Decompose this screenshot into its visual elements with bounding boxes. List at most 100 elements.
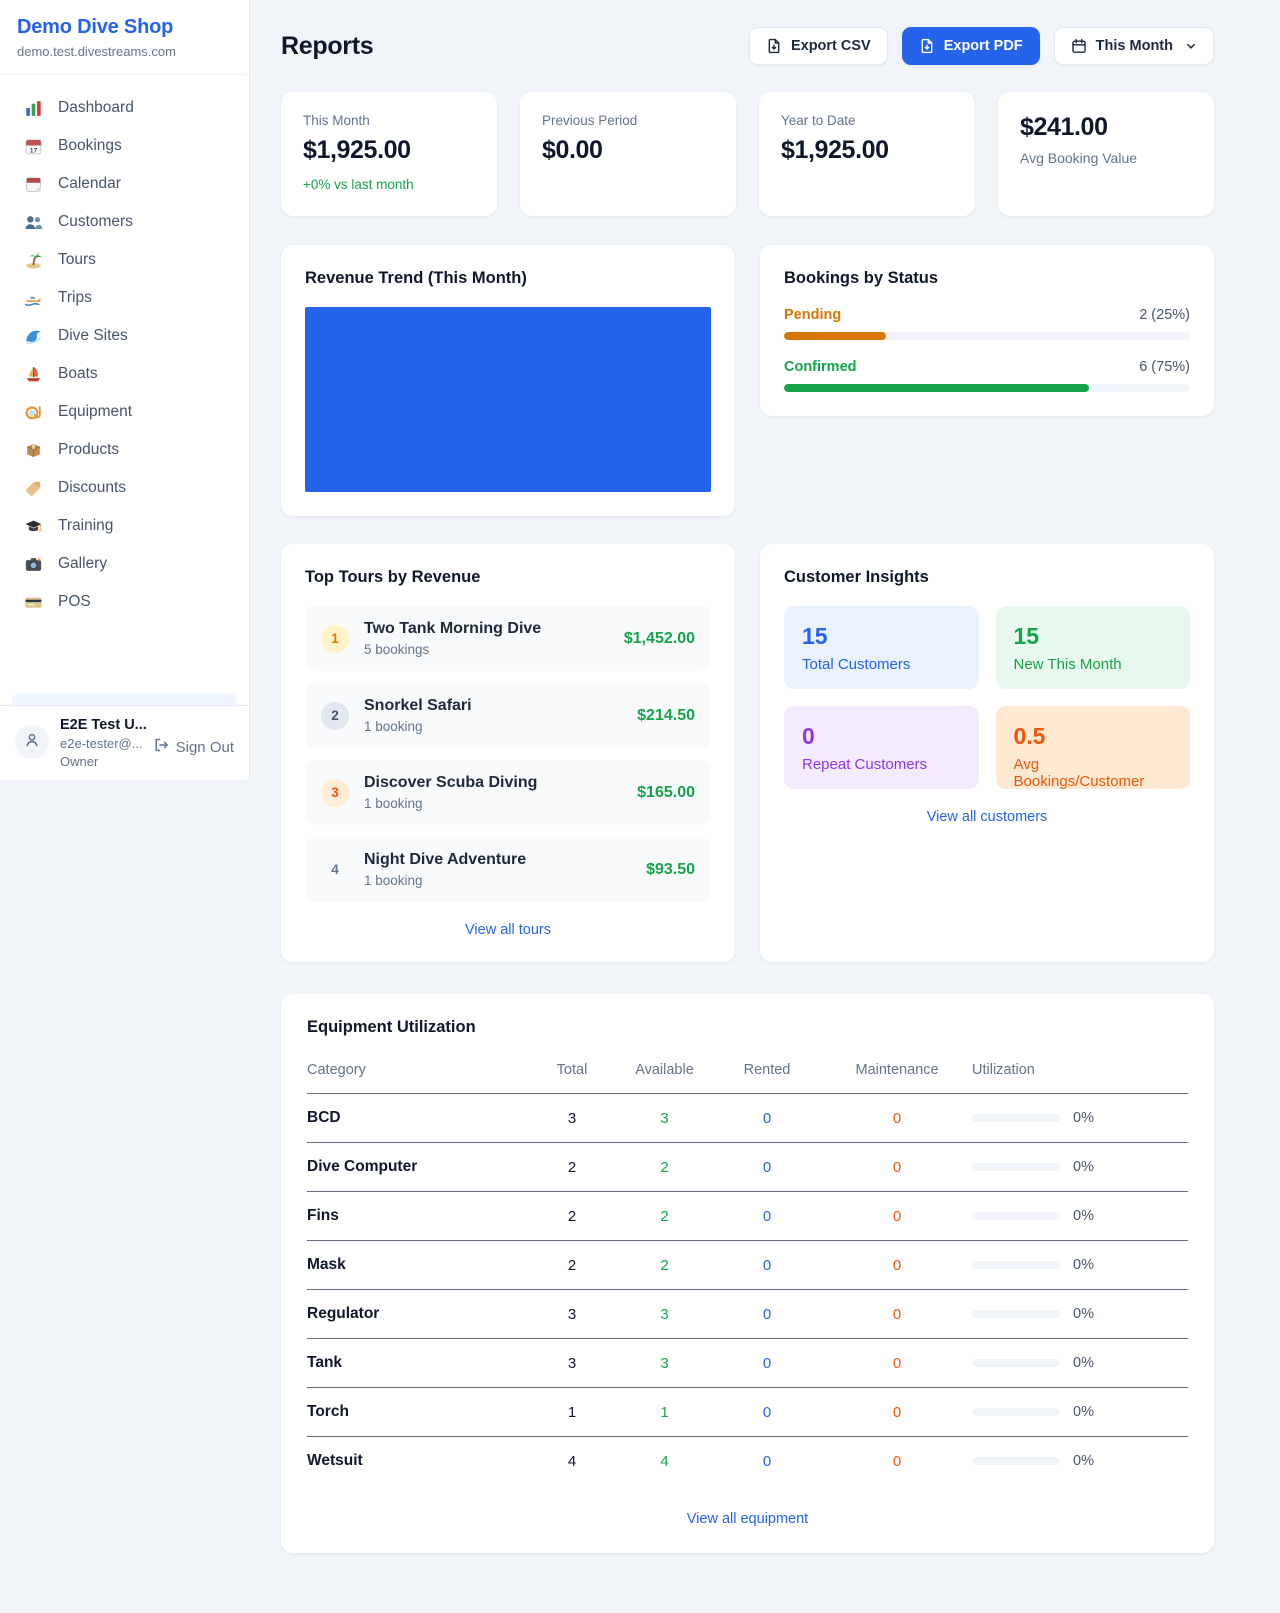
- total-cell: 3: [527, 1289, 617, 1339]
- utilization-cell: 0%: [972, 1142, 1188, 1192]
- tour-name: Night Dive Adventure: [364, 851, 527, 868]
- sidebar-item-active-partial[interactable]: [12, 693, 237, 705]
- period-label: This Month: [1095, 38, 1173, 54]
- revenue-trend-title: Revenue Trend (This Month): [305, 269, 527, 287]
- tour-name: Discover Scuba Diving: [364, 774, 538, 791]
- tour-bookings: 1 booking: [364, 796, 423, 811]
- bookings-calendar-icon: 17: [22, 136, 44, 156]
- total-cell: 4: [567, 1452, 577, 1470]
- utilization-cell: 0%: [972, 1240, 1188, 1290]
- sidebar-item-label: Gallery: [58, 555, 108, 572]
- insight-tiles: 15 Total Customers 15 New This Month 0 Repeat…: [784, 606, 1190, 790]
- rented-cell: 0: [712, 1387, 822, 1437]
- category-cell: Wetsuit: [307, 1452, 363, 1469]
- utilization-bar: [972, 1408, 1060, 1416]
- available-cell: 2: [617, 1240, 712, 1290]
- tile-label: New This Month: [1013, 656, 1122, 673]
- rented-cell: 0: [712, 1142, 822, 1192]
- tour-rank-badge: 3: [321, 778, 349, 807]
- utilization-cell: 0%: [972, 1437, 1188, 1486]
- sidebar-item-label: Trips: [58, 289, 92, 306]
- sidebar-item-products[interactable]: Products: [12, 431, 237, 469]
- total-cell: 2: [527, 1142, 617, 1192]
- tour-revenue: $165.00: [637, 783, 695, 801]
- column-header-utilization: Utilization: [972, 1052, 1188, 1094]
- total-cell: 2: [527, 1191, 617, 1241]
- tile-value: 0: [802, 723, 815, 749]
- insight-tile-avg-bookings-customer: 0.5 Avg Bookings/Customer: [995, 706, 1190, 790]
- utilization-percent: 0%: [1073, 1208, 1094, 1224]
- sidebar-item-equipment[interactable]: Equipment: [12, 393, 237, 431]
- sidebar-item-tours[interactable]: Tours: [12, 241, 237, 279]
- export-pdf-button[interactable]: Export PDF: [901, 27, 1040, 65]
- page-title: Reports: [281, 31, 374, 60]
- sidebar-item-dive-sites[interactable]: Dive Sites: [12, 317, 237, 355]
- column-header-maintenance: Maintenance: [822, 1052, 972, 1094]
- sidebar-item-dashboard[interactable]: Dashboard: [12, 89, 237, 127]
- sidebar-item-label: Training: [58, 517, 114, 534]
- sailboat-icon: [22, 364, 44, 384]
- equipment-utilization-panel: Equipment Utilization Category Total Avail…: [281, 994, 1214, 1553]
- sidebar-item-discounts[interactable]: Discounts: [12, 469, 237, 507]
- tour-revenue: $1,452.00: [623, 629, 695, 647]
- sidebar-item-trips[interactable]: Trips: [12, 279, 237, 317]
- view-all-equipment-link[interactable]: View all equipment: [686, 1511, 809, 1527]
- header-actions: Export CSV Export PDF This Month: [748, 27, 1214, 65]
- status-rows: Pending 2 (25%) Confirmed 6 (75%): [784, 307, 1190, 392]
- sidebar-item-label: Tours: [58, 251, 96, 268]
- period-selector[interactable]: This Month: [1053, 27, 1214, 65]
- credit-card-icon: [22, 592, 44, 612]
- sidebar-item-label: Boats: [58, 365, 98, 382]
- equipment-row: Fins 2 2 0 0 0%: [307, 1191, 1188, 1241]
- person-icon: [23, 731, 41, 754]
- view-all-tours-link[interactable]: View all tours: [465, 922, 551, 938]
- tour-rank-badge: 4: [331, 862, 339, 877]
- rented-cell: 0: [712, 1338, 822, 1388]
- available-cell: 1: [617, 1387, 712, 1437]
- status-bar-track: [784, 332, 1190, 340]
- tile-value: 15: [802, 623, 828, 649]
- rented-cell: 0: [712, 1093, 822, 1143]
- calendar-icon: [1071, 38, 1087, 54]
- sidebar-item-boats[interactable]: Boats: [12, 355, 237, 393]
- sidebar-item-bookings[interactable]: 17 Bookings: [12, 127, 237, 165]
- tile-value: 15: [1013, 623, 1040, 649]
- logout-icon: [153, 737, 169, 757]
- export-csv-button[interactable]: Export CSV: [748, 27, 888, 65]
- maintenance-cell: 0: [822, 1338, 972, 1388]
- bar-chart-icon: [22, 98, 44, 118]
- available-cell: 3: [617, 1338, 712, 1388]
- available-cell: 4: [660, 1452, 669, 1470]
- sign-out-button[interactable]: Sign Out: [153, 737, 234, 757]
- status-count: 6 (75%): [1139, 359, 1190, 375]
- sidebar-item-calendar[interactable]: Calendar: [12, 165, 237, 203]
- equipment-row: Regulator 3 3 0 0 0%: [307, 1289, 1188, 1339]
- top-tours-title: Top Tours by Revenue: [305, 568, 481, 586]
- category-cell: Regulator: [307, 1289, 527, 1339]
- tile-label: Total Customers: [802, 656, 911, 673]
- tear-off-calendar-icon: [22, 174, 44, 194]
- sidebar-item-gallery[interactable]: Gallery: [12, 545, 237, 583]
- sidebar-item-pos[interactable]: POS: [12, 583, 237, 621]
- camera-icon: [22, 554, 44, 574]
- sidebar-item-training[interactable]: Training: [12, 507, 237, 545]
- diving-mask-icon: [22, 402, 44, 422]
- stat-card-this-month: This Month $1,925.00 +0% vs last month: [281, 92, 497, 216]
- status-bar-fill: [784, 332, 886, 340]
- package-icon: [22, 440, 44, 460]
- sidebar-item-customers[interactable]: Customers: [12, 203, 237, 241]
- tour-name: Two Tank Morning Dive: [364, 620, 542, 637]
- tile-label: Repeat Customers: [802, 756, 928, 773]
- stat-label: Year to Date: [781, 113, 856, 128]
- sidebar-item-label: Dashboard: [58, 99, 134, 116]
- stats-row: This Month $1,925.00 +0% vs last month Prev…: [281, 92, 1214, 216]
- user-name: E2E Test U...: [60, 717, 147, 733]
- insight-tile-repeat-customers: 0 Repeat Customers: [784, 706, 979, 789]
- stat-label: Previous Period: [542, 113, 638, 128]
- rented-cell: 0: [712, 1240, 822, 1290]
- utilization-cell: 0%: [972, 1191, 1188, 1241]
- view-all-customers-link[interactable]: View all customers: [926, 809, 1048, 825]
- sidebar-item-label: Dive Sites: [58, 327, 128, 344]
- category-cell: BCD: [307, 1093, 527, 1143]
- maintenance-cell: 0: [822, 1093, 972, 1143]
